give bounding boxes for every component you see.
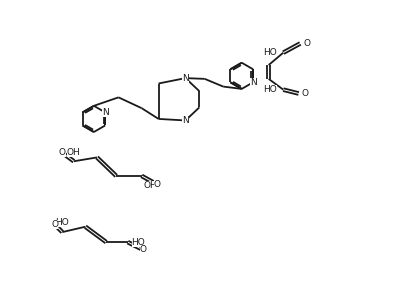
Text: OH: OH [67,148,81,157]
Text: O: O [140,245,146,254]
Text: OH: OH [144,181,158,190]
Text: HO: HO [263,48,277,57]
Text: N: N [102,108,109,117]
Text: HO: HO [263,85,277,94]
Text: N: N [182,74,189,83]
Text: O: O [59,148,66,157]
Text: O: O [51,220,58,229]
Text: HO: HO [55,218,69,227]
Text: HO: HO [132,238,145,247]
Text: O: O [303,39,310,48]
Text: N: N [182,116,189,125]
Text: O: O [302,89,309,98]
Text: O: O [154,180,160,189]
Text: N: N [250,78,257,87]
